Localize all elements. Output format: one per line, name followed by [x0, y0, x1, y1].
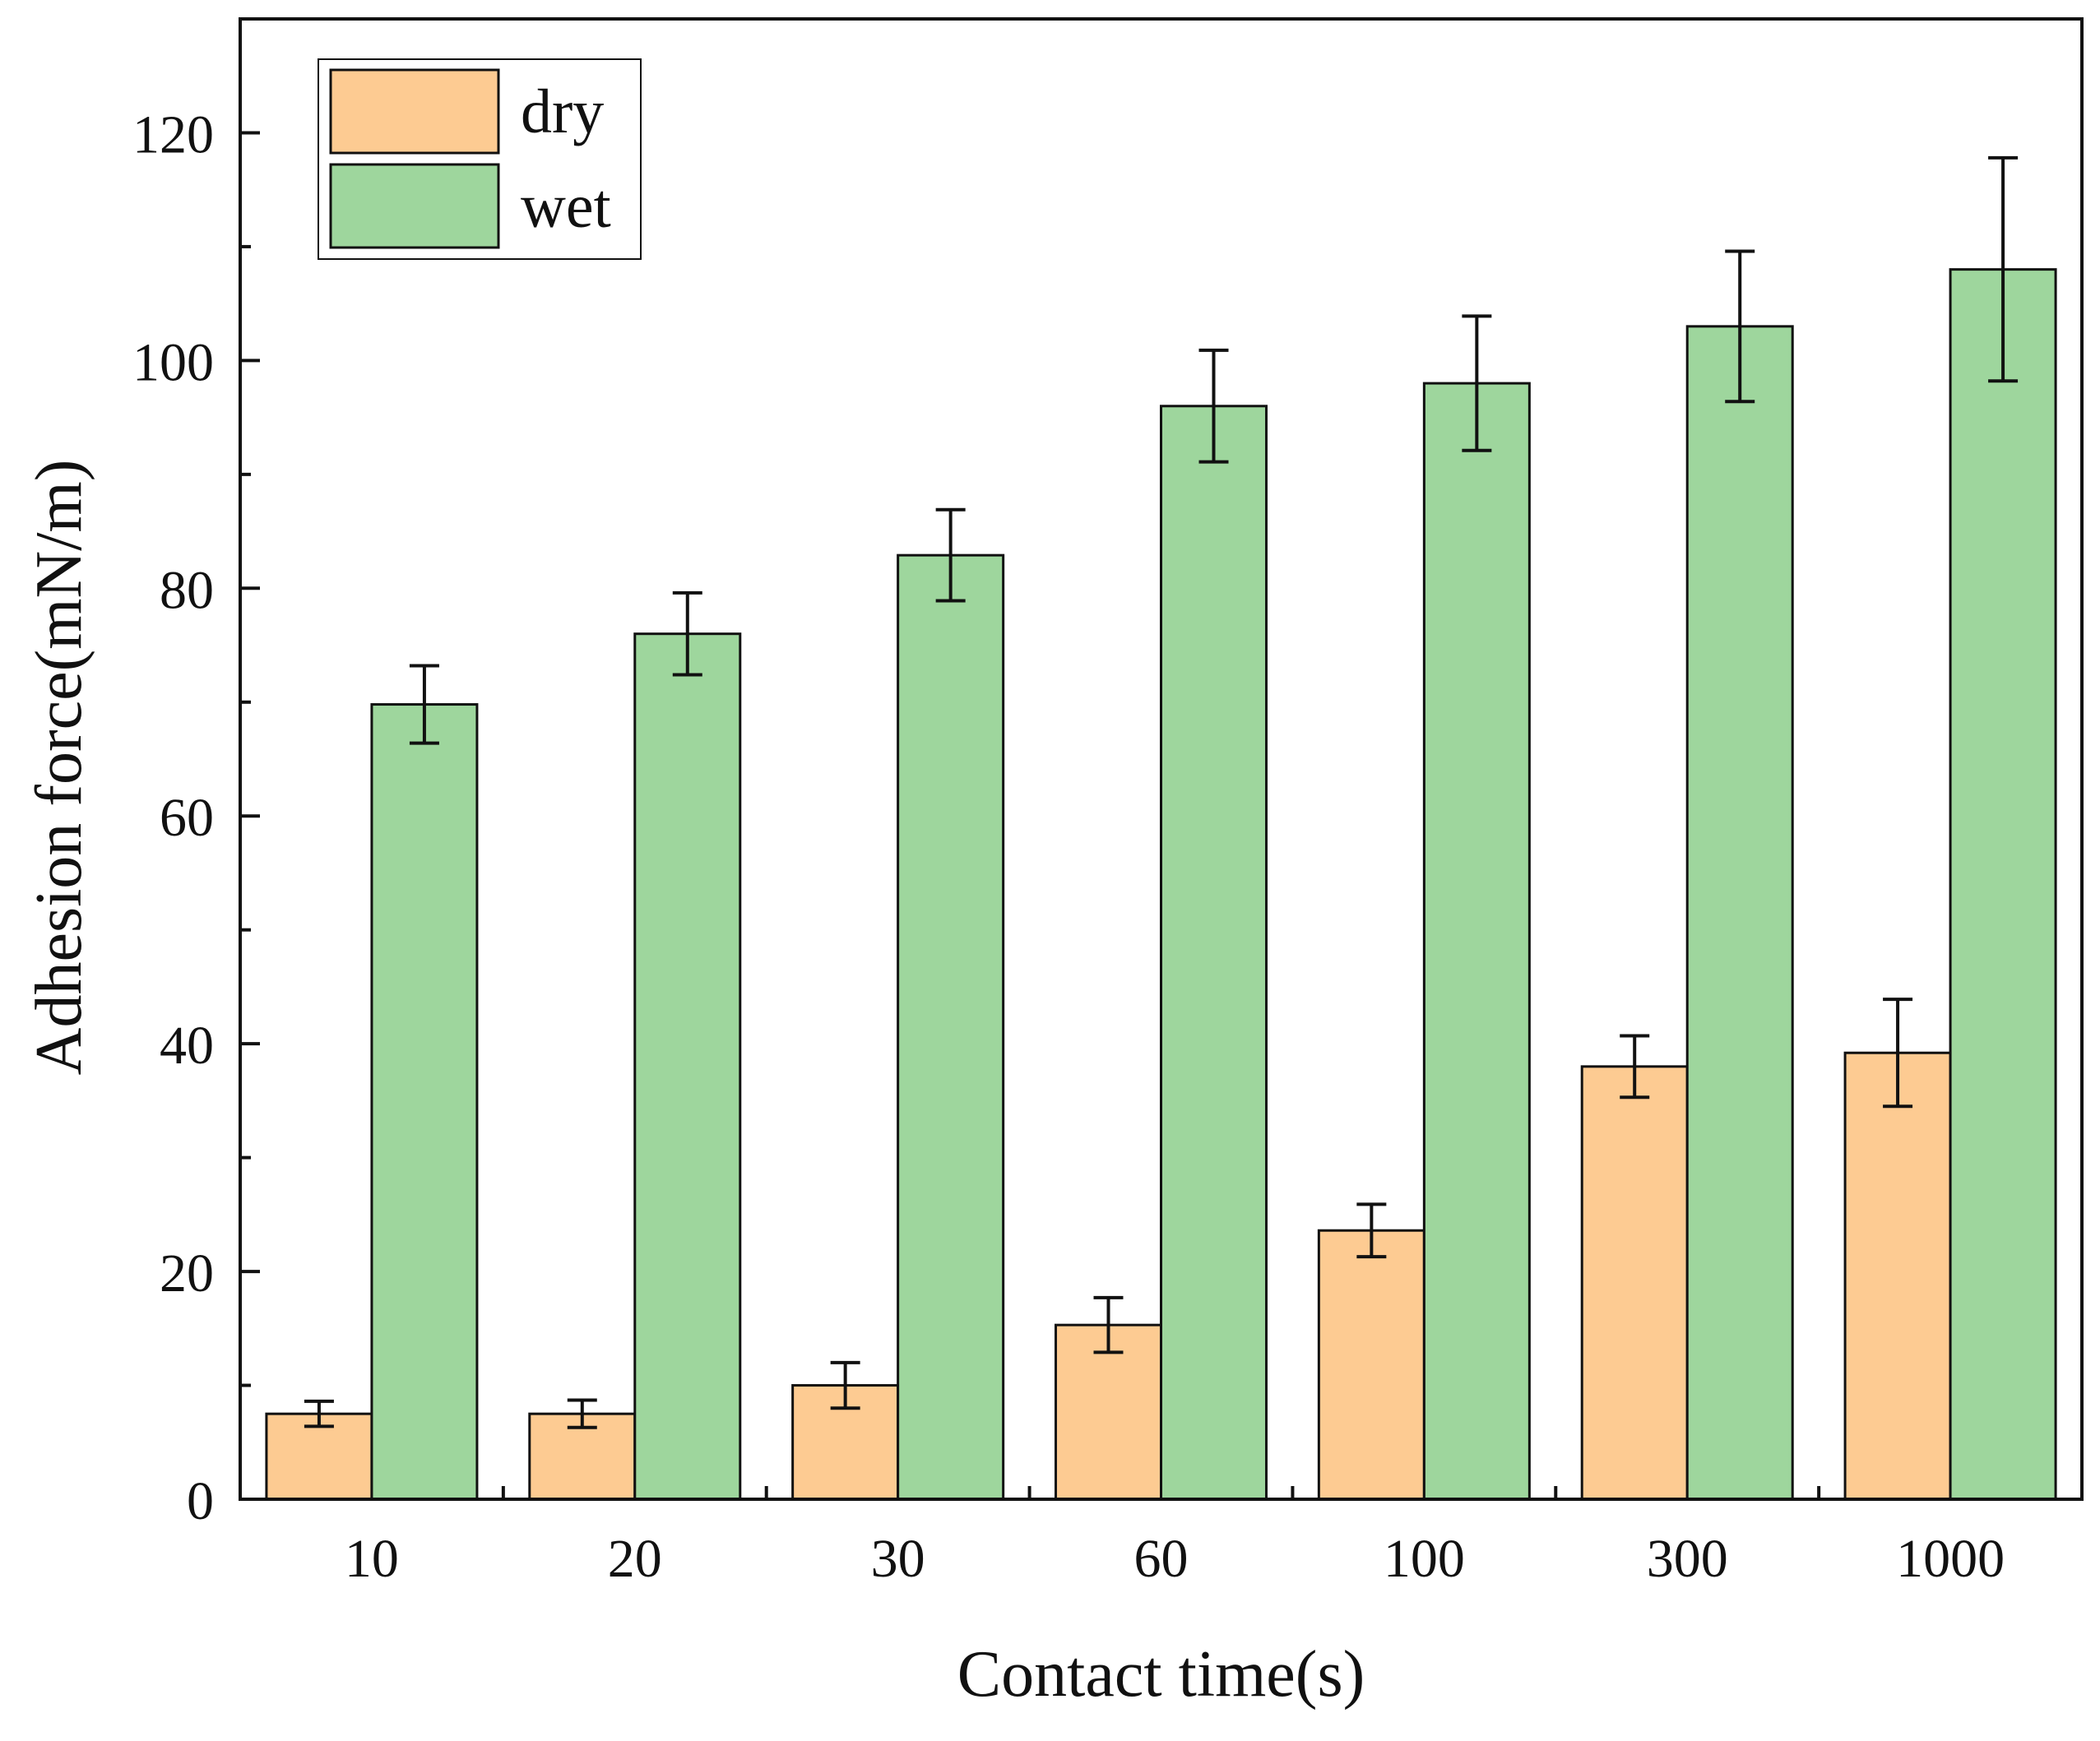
- errorbar-wet-60: [1198, 348, 1229, 464]
- bars-layer: [265, 268, 2057, 1501]
- legend: dry wet: [318, 58, 642, 260]
- errorbar-dry-300: [1620, 1034, 1650, 1100]
- x-tick-label: 100: [1384, 1529, 1465, 1589]
- errorbar-dry-10: [304, 1399, 334, 1428]
- bar-wet-100: [1422, 382, 1531, 1501]
- errorbar-dry-30: [830, 1360, 860, 1410]
- errorbar-dry-60: [1093, 1295, 1124, 1354]
- errorbars-layer: [304, 155, 2019, 1429]
- errorbar-wet-10: [409, 664, 439, 745]
- bar-dry-1000: [1843, 1051, 1952, 1501]
- y-tick-label: 120: [132, 104, 214, 164]
- bar-wet-30: [897, 553, 1005, 1501]
- legend-swatch-dry: [329, 68, 500, 155]
- errorbar-wet-100: [1462, 314, 1492, 452]
- y-tick-label: 40: [160, 1016, 214, 1076]
- y-tick-label: 20: [160, 1243, 214, 1303]
- bar-wet-1000: [1949, 268, 2057, 1501]
- x-tick-label: 300: [1647, 1529, 1728, 1589]
- y-tick-label: 80: [160, 560, 214, 620]
- ticks-layer: [240, 17, 1821, 1501]
- y-tick-label: 100: [132, 332, 214, 392]
- bar-dry-10: [265, 1412, 373, 1501]
- errorbar-wet-20: [672, 590, 702, 677]
- legend-label-dry: dry: [521, 77, 604, 146]
- errorbar-dry-100: [1356, 1202, 1387, 1259]
- x-axis-title: Contact time(s): [957, 1638, 1365, 1711]
- y-tick-label: 60: [160, 788, 214, 848]
- legend-label-wet: wet: [521, 172, 611, 241]
- bar-wet-10: [370, 703, 479, 1501]
- x-tick-label: 30: [871, 1529, 925, 1589]
- bar-wet-60: [1160, 405, 1268, 1501]
- plot-frame: [239, 17, 2084, 1501]
- errorbar-wet-1000: [1988, 155, 2019, 383]
- x-tick-label: 10: [345, 1529, 399, 1589]
- y-tick-label: 0: [187, 1471, 214, 1531]
- bar-dry-100: [1317, 1229, 1425, 1501]
- errorbar-dry-1000: [1883, 998, 1913, 1109]
- bar-wet-300: [1685, 325, 1794, 1501]
- bar-wet-20: [633, 632, 742, 1501]
- bar-dry-300: [1580, 1065, 1689, 1501]
- x-tick-label: 1000: [1896, 1529, 2005, 1589]
- errorbar-wet-30: [935, 507, 966, 603]
- x-tick-label: 20: [608, 1529, 662, 1589]
- errorbar-wet-300: [1725, 249, 1755, 404]
- tick-labels-layer: 0 20 40 60 80 100 120 10 20 30 60 100 300 1000: [132, 104, 2005, 1589]
- errorbar-dry-20: [567, 1398, 597, 1429]
- x-tick-label: 60: [1134, 1529, 1189, 1589]
- y-axis-title: Adhesion force(mN/m): [23, 460, 95, 1076]
- legend-swatch-wet: [329, 163, 500, 249]
